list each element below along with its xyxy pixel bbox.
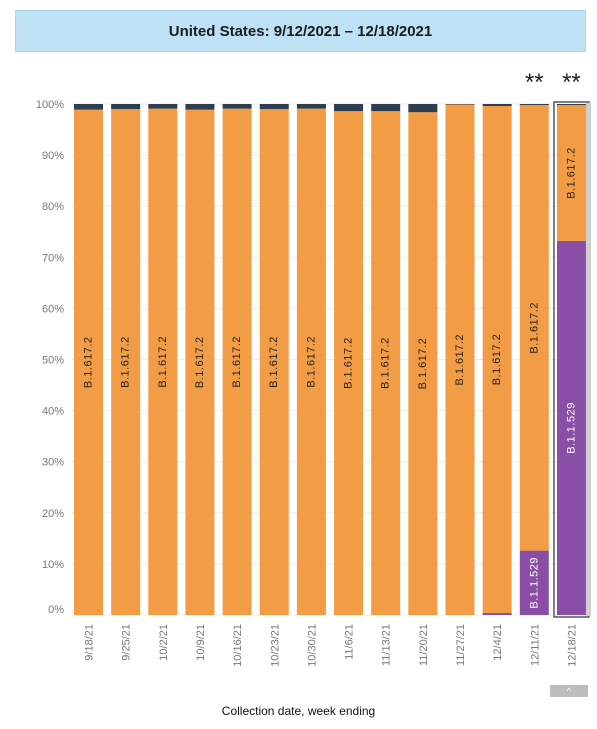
nowcast-marker: ** xyxy=(525,69,544,96)
x-tick-label: 9/25/21 xyxy=(121,624,133,661)
x-axis-ticks: 9/18/21 9/25/21 10/2/21 10/9/21 10/16/21 10/2… xyxy=(84,624,579,667)
bar-segment-B-1-1-529[interactable] xyxy=(556,240,586,615)
bar-segment-other[interactable] xyxy=(111,104,141,110)
x-tick-label: 10/23/21 xyxy=(269,624,281,667)
bar-segment-B-1-617-2[interactable] xyxy=(111,109,141,616)
x-tick-label: 12/11/21 xyxy=(529,624,541,666)
bar-label: B.1.617.2 xyxy=(157,336,169,388)
bar-segment-B-1-617-2[interactable] xyxy=(185,109,215,615)
y-tick-label: 50% xyxy=(42,355,64,367)
bar-label: B.1.617.2 xyxy=(305,336,317,388)
bar-label: B.1.617.2 xyxy=(417,338,429,390)
chart-title: United States: 9/12/2021 – 12/18/2021 xyxy=(15,10,586,52)
x-tick-label: 11/27/21 xyxy=(455,624,467,666)
x-tick-label: 10/9/21 xyxy=(195,624,207,661)
scroll-track[interactable] xyxy=(586,103,591,616)
bar-label: B.1.617.2 xyxy=(268,336,280,388)
bar-segment-other[interactable] xyxy=(445,104,475,105)
bar-segment-B-1-617-2[interactable] xyxy=(296,108,326,615)
y-axis-ticks: 0% 10% 20% 30% 40% 50% 60% 70% 80% 90% 100% xyxy=(36,99,64,616)
bar-label: B.1.617.2 xyxy=(491,334,503,386)
bar-segment-other[interactable] xyxy=(334,104,364,112)
y-tick-label: 80% xyxy=(42,201,64,213)
bar-segment-B-1-617-2[interactable] xyxy=(74,109,103,615)
bar-label: B.1.617.2 xyxy=(120,336,132,388)
bar-segment-B-1-617-2[interactable] xyxy=(222,108,252,615)
y-tick-label: 30% xyxy=(42,457,64,469)
y-tick-label: 100% xyxy=(36,99,64,111)
bar-label: B.1.617.2 xyxy=(231,336,243,388)
nowcast-markers: ** ** xyxy=(525,69,581,96)
bar-segment-other[interactable] xyxy=(519,104,549,106)
x-tick-label: 12/4/21 xyxy=(492,624,504,661)
bar-segment-other[interactable] xyxy=(556,104,586,106)
y-tick-label: 40% xyxy=(42,406,64,418)
bar-segment-B-1-617-2[interactable] xyxy=(482,106,512,613)
bar-segment-other[interactable] xyxy=(408,104,438,113)
bar-segment-other[interactable] xyxy=(482,104,512,107)
x-axis-label: Collection date, week ending xyxy=(221,704,376,718)
scroll-button[interactable]: ^ xyxy=(550,685,588,697)
bar-segment-other[interactable] xyxy=(74,104,103,110)
bar-segment-B-1-617-2[interactable] xyxy=(408,112,438,616)
x-tick-label: 11/6/21 xyxy=(344,624,356,660)
bar-segment-B-1-1-529[interactable] xyxy=(482,612,512,615)
nowcast-marker: ** xyxy=(562,69,581,96)
y-tick-label: 0% xyxy=(48,604,64,616)
bar-label: B.1.617.2 xyxy=(194,337,206,389)
bar-segment-B-1-617-2[interactable] xyxy=(556,105,586,241)
bar-segment-B-1-617-2[interactable] xyxy=(334,111,364,616)
bar-label: B.1.1.529 xyxy=(565,402,577,454)
bar-segment-B-1-617-2[interactable] xyxy=(519,105,549,551)
x-tick-label: 11/13/21 xyxy=(381,624,393,666)
y-tick-label: 10% xyxy=(42,559,64,571)
bars xyxy=(74,101,590,618)
bar-segment-other[interactable] xyxy=(222,104,252,109)
bar-label: B.1.617.2 xyxy=(454,334,466,386)
bar-segment-other[interactable] xyxy=(148,104,178,109)
x-tick-label: 12/18/21 xyxy=(566,624,578,667)
bar-label: B.1.617.2 xyxy=(528,302,540,354)
x-tick-label: 11/20/21 xyxy=(418,624,430,666)
x-tick-label: 9/18/21 xyxy=(84,624,96,661)
bar-segment-B-1-1-529[interactable] xyxy=(519,550,549,615)
bar-segment-other[interactable] xyxy=(371,104,401,112)
bar-segment-B-1-617-2[interactable] xyxy=(259,109,289,616)
bar-segment-other[interactable] xyxy=(185,104,215,110)
bar-label: B.1.617.2 xyxy=(83,337,95,389)
bar-label: B.1.617.2 xyxy=(343,337,355,389)
bar-segment-other[interactable] xyxy=(296,104,326,109)
bar-label: B.1.1.529 xyxy=(528,557,540,609)
y-tick-label: 60% xyxy=(42,303,64,315)
x-tick-label: 10/16/21 xyxy=(232,624,244,667)
bar-segment-other[interactable] xyxy=(259,104,289,110)
bar-segment-B-1-617-2[interactable] xyxy=(371,111,401,616)
bar-labels: B.1.617.2 B.1.617.2 B.1.617.2 B.1.617.2 B.1.… xyxy=(83,147,578,608)
y-tick-label: 90% xyxy=(42,150,64,162)
x-tick-label: 10/30/21 xyxy=(306,624,318,667)
bar-label: B.1.617.2 xyxy=(565,147,577,199)
bar-segment-B-1-617-2[interactable] xyxy=(445,104,475,616)
y-tick-label: 20% xyxy=(42,508,64,520)
x-tick-label: 10/2/21 xyxy=(158,624,170,661)
y-tick-label: 70% xyxy=(42,252,64,264)
bar-segment-B-1-617-2[interactable] xyxy=(148,108,178,615)
bar-label: B.1.617.2 xyxy=(380,337,392,389)
